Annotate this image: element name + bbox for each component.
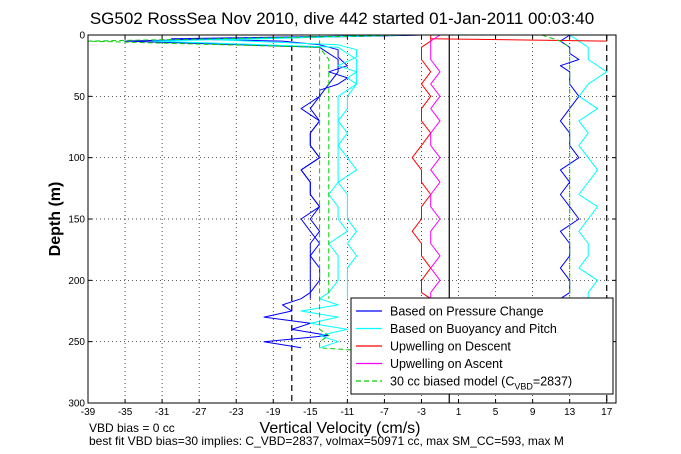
series-5-climb-line — [319, 35, 376, 352]
x-tick-label: -11 — [341, 407, 355, 418]
x-tick-label: 5 — [493, 407, 499, 418]
y-tick-label: 250 — [68, 337, 85, 348]
x-tick-label: -23 — [229, 407, 244, 418]
chart-title: SG502 RossSea Nov 2010, dive 442 started… — [90, 9, 594, 28]
series-2-climb-line — [152, 34, 403, 349]
legend-label-prefix: 30 cc biased model (C — [390, 375, 514, 389]
x-tick-label: 13 — [564, 407, 576, 418]
legend-label: Upwelling on Ascent — [390, 357, 503, 371]
legend-label: Based on Buoyancy and Pitch — [390, 322, 557, 336]
y-axis-label: Depth (m) — [47, 182, 64, 257]
legend: Based on Pressure Change Based on Buoyanc… — [350, 297, 614, 395]
y-axis-ticks: 0 50 100 150 200 250 300 — [68, 31, 616, 410]
legend-label-subscript: VBD — [514, 382, 533, 392]
y-tick-label: 50 — [74, 92, 86, 103]
x-tick-label: -3 — [417, 407, 426, 418]
data-lines — [87, 34, 608, 352]
x-tick-label: -7 — [380, 407, 389, 418]
x-tick-label: -35 — [118, 407, 133, 418]
y-tick-label: 200 — [68, 276, 85, 287]
legend-label: Upwelling on Descent — [390, 340, 511, 354]
series-3-dive-line — [411, 35, 432, 300]
series-4-ascent-line — [430, 34, 441, 299]
series-5-dive-line — [87, 34, 413, 299]
legend-label: 30 cc biased model (CVBD=2837) — [390, 375, 572, 392]
series-2-ascent-line — [569, 34, 608, 299]
x-tick-label: -19 — [266, 407, 281, 418]
x-tick-label: 1 — [456, 407, 462, 418]
series-3-surface-line — [430, 38, 607, 42]
legend-box — [350, 297, 614, 395]
series-5-ascent-line — [541, 34, 571, 299]
x-tick-label: -27 — [192, 407, 207, 418]
x-tick-label: -31 — [155, 407, 170, 418]
x-axis-label: Vertical Velocity (cm/s) — [260, 420, 421, 437]
footer-vbd-bias: VBD bias = 0 cc — [89, 421, 175, 435]
x-axis-ticks: -39 -35 -31 -27 -23 -19 -15 -11 -7 -3 1 5 9 13 17 — [81, 35, 613, 418]
x-tick-label: -15 — [303, 407, 318, 418]
x-tick-label: 9 — [530, 407, 536, 418]
x-tick-label: 17 — [601, 407, 613, 418]
series-2-dive-line — [217, 34, 403, 299]
series-1-ascent-line — [559, 34, 580, 300]
legend-label-suffix: =2837) — [533, 375, 572, 389]
series-1-climb-line — [124, 34, 422, 349]
series-1-dive-line — [170, 34, 422, 299]
x-tick-label: -39 — [81, 407, 96, 418]
y-tick-label: 0 — [79, 31, 85, 42]
footer-best-fit: best fit VBD bias=30 implies: C_VBD=2837… — [89, 434, 564, 448]
y-tick-label: 100 — [68, 153, 85, 164]
legend-label: Based on Pressure Change — [390, 305, 544, 319]
y-tick-label: 150 — [68, 215, 85, 226]
y-tick-label: 300 — [68, 399, 85, 410]
